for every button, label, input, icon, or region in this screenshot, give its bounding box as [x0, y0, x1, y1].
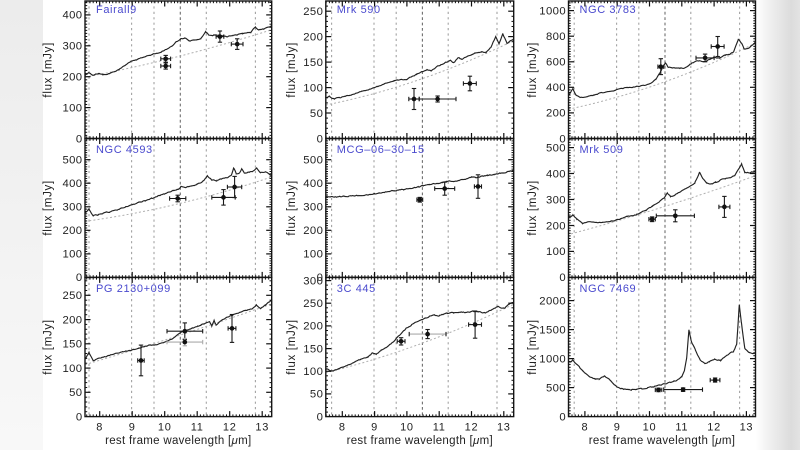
svg-text:12: 12 — [707, 422, 721, 434]
svg-text:600: 600 — [546, 57, 566, 69]
svg-text:3C 445: 3C 445 — [337, 283, 376, 295]
svg-text:0: 0 — [559, 411, 566, 423]
svg-text:flux [mJy]: flux [mJy] — [286, 180, 298, 236]
svg-text:50: 50 — [310, 108, 323, 120]
svg-text:flux [mJy]: flux [mJy] — [286, 319, 298, 375]
svg-text:100: 100 — [62, 363, 82, 375]
svg-text:0: 0 — [317, 411, 324, 423]
svg-text:0: 0 — [559, 272, 566, 284]
svg-text:flux [mJy]: flux [mJy] — [527, 42, 539, 98]
svg-text:50: 50 — [69, 387, 82, 399]
svg-text:400: 400 — [546, 168, 566, 180]
svg-text:11: 11 — [191, 422, 204, 434]
svg-text:150: 150 — [303, 343, 323, 355]
svg-text:13: 13 — [497, 422, 511, 434]
svg-text:100: 100 — [303, 366, 323, 378]
svg-text:8: 8 — [339, 422, 346, 434]
svg-text:400: 400 — [62, 178, 82, 190]
svg-text:100: 100 — [62, 102, 82, 114]
svg-text:flux [mJy]: flux [mJy] — [43, 180, 55, 236]
svg-text:100: 100 — [62, 249, 82, 261]
svg-text:11: 11 — [433, 422, 446, 434]
svg-text:8: 8 — [581, 422, 588, 434]
svg-text:300: 300 — [62, 41, 82, 53]
svg-text:flux [mJy]: flux [mJy] — [43, 319, 55, 375]
svg-text:150: 150 — [303, 57, 323, 69]
svg-text:200: 200 — [62, 72, 82, 84]
svg-text:13: 13 — [740, 422, 754, 434]
svg-text:250: 250 — [303, 298, 323, 310]
svg-text:100: 100 — [303, 249, 323, 261]
svg-text:100: 100 — [303, 82, 323, 94]
svg-text:9: 9 — [129, 422, 136, 434]
svg-text:150: 150 — [62, 339, 82, 351]
svg-text:200: 200 — [546, 108, 566, 120]
svg-text:0: 0 — [76, 411, 83, 423]
svg-text:300: 300 — [62, 202, 82, 214]
svg-text:0: 0 — [559, 133, 566, 145]
svg-text:flux [mJy]: flux [mJy] — [286, 42, 298, 98]
svg-text:PG 2130+099: PG 2130+099 — [96, 283, 171, 295]
svg-text:0: 0 — [317, 133, 324, 145]
svg-text:Mrk 509: Mrk 509 — [580, 144, 624, 156]
svg-text:500: 500 — [546, 382, 566, 394]
svg-text:200: 200 — [62, 314, 82, 326]
svg-text:200: 200 — [303, 31, 323, 43]
svg-text:10: 10 — [643, 422, 657, 434]
svg-text:1000: 1000 — [539, 353, 566, 365]
svg-text:300: 300 — [546, 194, 566, 206]
svg-text:500: 500 — [546, 142, 566, 154]
svg-text:NGC 7469: NGC 7469 — [580, 283, 637, 295]
svg-text:200: 200 — [303, 225, 323, 237]
svg-text:300: 300 — [303, 275, 323, 287]
svg-text:8: 8 — [96, 422, 103, 434]
svg-text:NGC 3783: NGC 3783 — [580, 4, 637, 16]
svg-text:0: 0 — [76, 272, 83, 284]
svg-text:800: 800 — [546, 31, 566, 43]
svg-text:10: 10 — [400, 422, 414, 434]
svg-text:400: 400 — [303, 178, 323, 190]
svg-text:200: 200 — [303, 321, 323, 333]
svg-text:Fairall9: Fairall9 — [96, 4, 137, 16]
svg-text:flux [mJy]: flux [mJy] — [527, 180, 539, 236]
svg-text:100: 100 — [546, 246, 566, 258]
svg-text:12: 12 — [223, 422, 237, 434]
svg-text:400: 400 — [62, 10, 82, 22]
svg-text:500: 500 — [303, 155, 323, 167]
svg-text:9: 9 — [371, 422, 378, 434]
svg-text:12: 12 — [465, 422, 479, 434]
svg-text:11: 11 — [675, 422, 688, 434]
svg-text:1000: 1000 — [539, 5, 566, 17]
svg-text:9: 9 — [614, 422, 621, 434]
svg-text:200: 200 — [546, 220, 566, 232]
svg-text:MCG–06–30–15: MCG–06–30–15 — [337, 144, 425, 156]
svg-text:300: 300 — [303, 202, 323, 214]
svg-text:500: 500 — [62, 155, 82, 167]
svg-text:13: 13 — [255, 422, 269, 434]
svg-text:rest frame wavelength [μm]: rest frame wavelength [μm] — [589, 435, 735, 447]
svg-text:50: 50 — [310, 389, 323, 401]
svg-text:2000: 2000 — [539, 295, 566, 307]
svg-text:flux [mJy]: flux [mJy] — [43, 42, 55, 98]
svg-text:1500: 1500 — [539, 324, 566, 336]
svg-text:0: 0 — [317, 272, 324, 284]
svg-text:400: 400 — [546, 82, 566, 94]
svg-text:250: 250 — [303, 6, 323, 18]
svg-text:10: 10 — [158, 422, 172, 434]
svg-text:250: 250 — [62, 290, 82, 302]
svg-text:rest frame wavelength [μm]: rest frame wavelength [μm] — [347, 435, 493, 447]
svg-text:0: 0 — [76, 133, 83, 145]
svg-text:flux [mJy]: flux [mJy] — [527, 319, 539, 375]
svg-text:rest frame wavelength [μm]: rest frame wavelength [μm] — [105, 435, 251, 447]
svg-text:Mrk 590: Mrk 590 — [337, 4, 381, 16]
svg-text:NGC 4593: NGC 4593 — [96, 144, 153, 156]
svg-text:200: 200 — [62, 225, 82, 237]
